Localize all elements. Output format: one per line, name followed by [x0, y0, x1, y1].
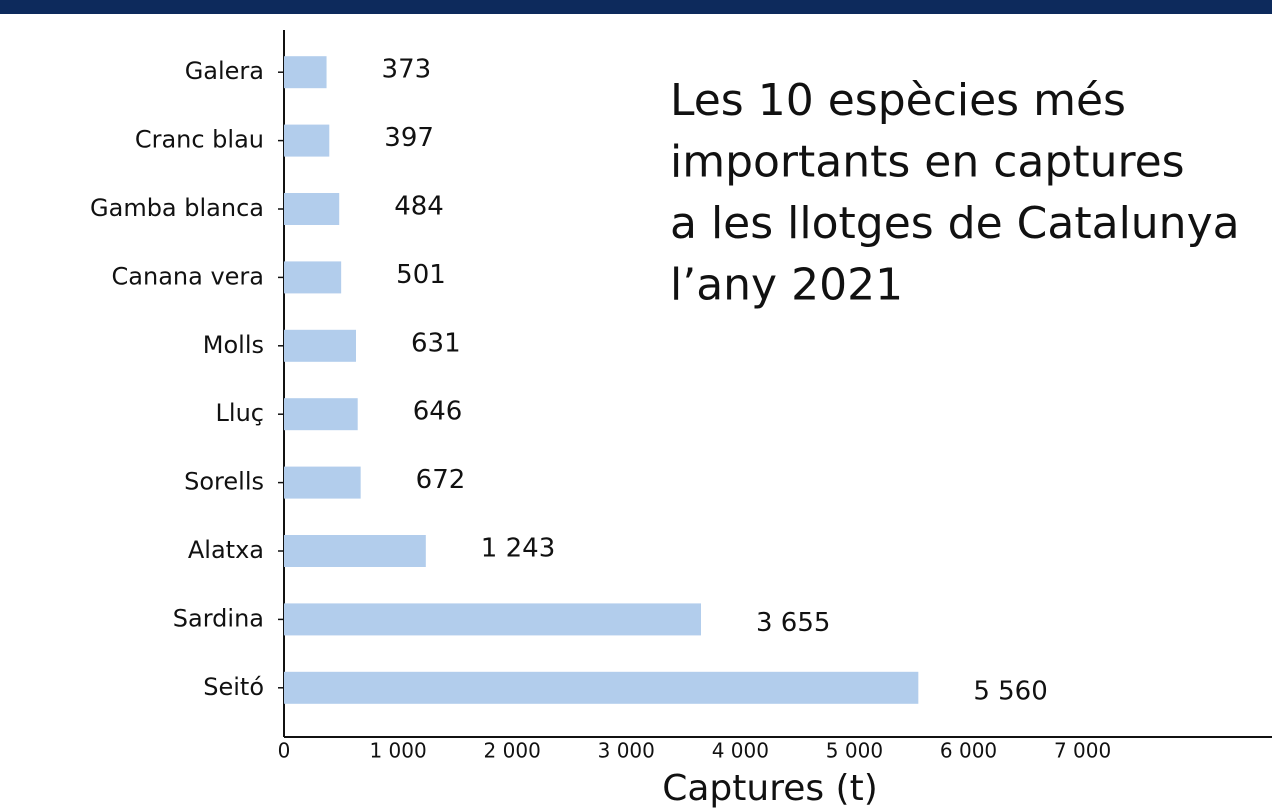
value-label: 672	[416, 465, 466, 495]
x-tick-label: 2 000	[484, 739, 541, 763]
chart-title: Les 10 espècies més	[670, 75, 1126, 126]
y-tick-label: Gamba blanca	[90, 194, 264, 222]
y-tick-label: Cranc blau	[135, 126, 264, 154]
value-label: 3 655	[756, 608, 830, 638]
chart-title: a les llotges de Catalunya	[670, 198, 1240, 249]
bar	[284, 329, 356, 362]
y-tick-label: Sardina	[173, 604, 264, 632]
chart-title: importants en captures	[670, 137, 1185, 188]
x-axis-label: Captures (t)	[662, 768, 878, 809]
bar	[284, 398, 358, 431]
x-tick-label: 4 000	[712, 739, 769, 763]
value-label: 397	[384, 123, 434, 153]
x-tick-label: 7 000	[1054, 739, 1111, 763]
top-band	[0, 0, 1272, 14]
value-label: 484	[394, 192, 444, 222]
bar	[284, 261, 342, 294]
y-tick-label: Lluç	[216, 399, 264, 427]
value-label: 5 560	[973, 676, 1047, 706]
x-tick-label: 1 000	[369, 739, 426, 763]
x-tick-label: 5 000	[826, 739, 883, 763]
x-tick-label: 3 000	[598, 739, 655, 763]
bar	[284, 603, 701, 636]
value-label: 631	[411, 328, 461, 358]
bar	[284, 56, 327, 89]
value-label: 1 243	[481, 534, 555, 564]
y-tick-label: Galera	[185, 57, 264, 85]
y-tick-label: Sorells	[184, 468, 264, 496]
value-label: 501	[396, 260, 446, 290]
bar	[284, 535, 426, 567]
y-tick-label: Alatxa	[188, 536, 264, 564]
chart-title: l’any 2021	[670, 260, 903, 311]
y-tick-label: Canana vera	[112, 262, 264, 290]
bar	[284, 124, 330, 157]
value-label: 646	[413, 397, 463, 427]
bar	[284, 671, 919, 704]
y-tick-label: Molls	[203, 331, 264, 359]
value-label: 373	[382, 55, 432, 85]
x-tick-label: 0	[278, 739, 291, 763]
y-tick-label: Seitó	[203, 673, 264, 701]
bar	[284, 193, 340, 225]
x-tick-label: 6 000	[940, 739, 997, 763]
bar	[284, 466, 361, 499]
